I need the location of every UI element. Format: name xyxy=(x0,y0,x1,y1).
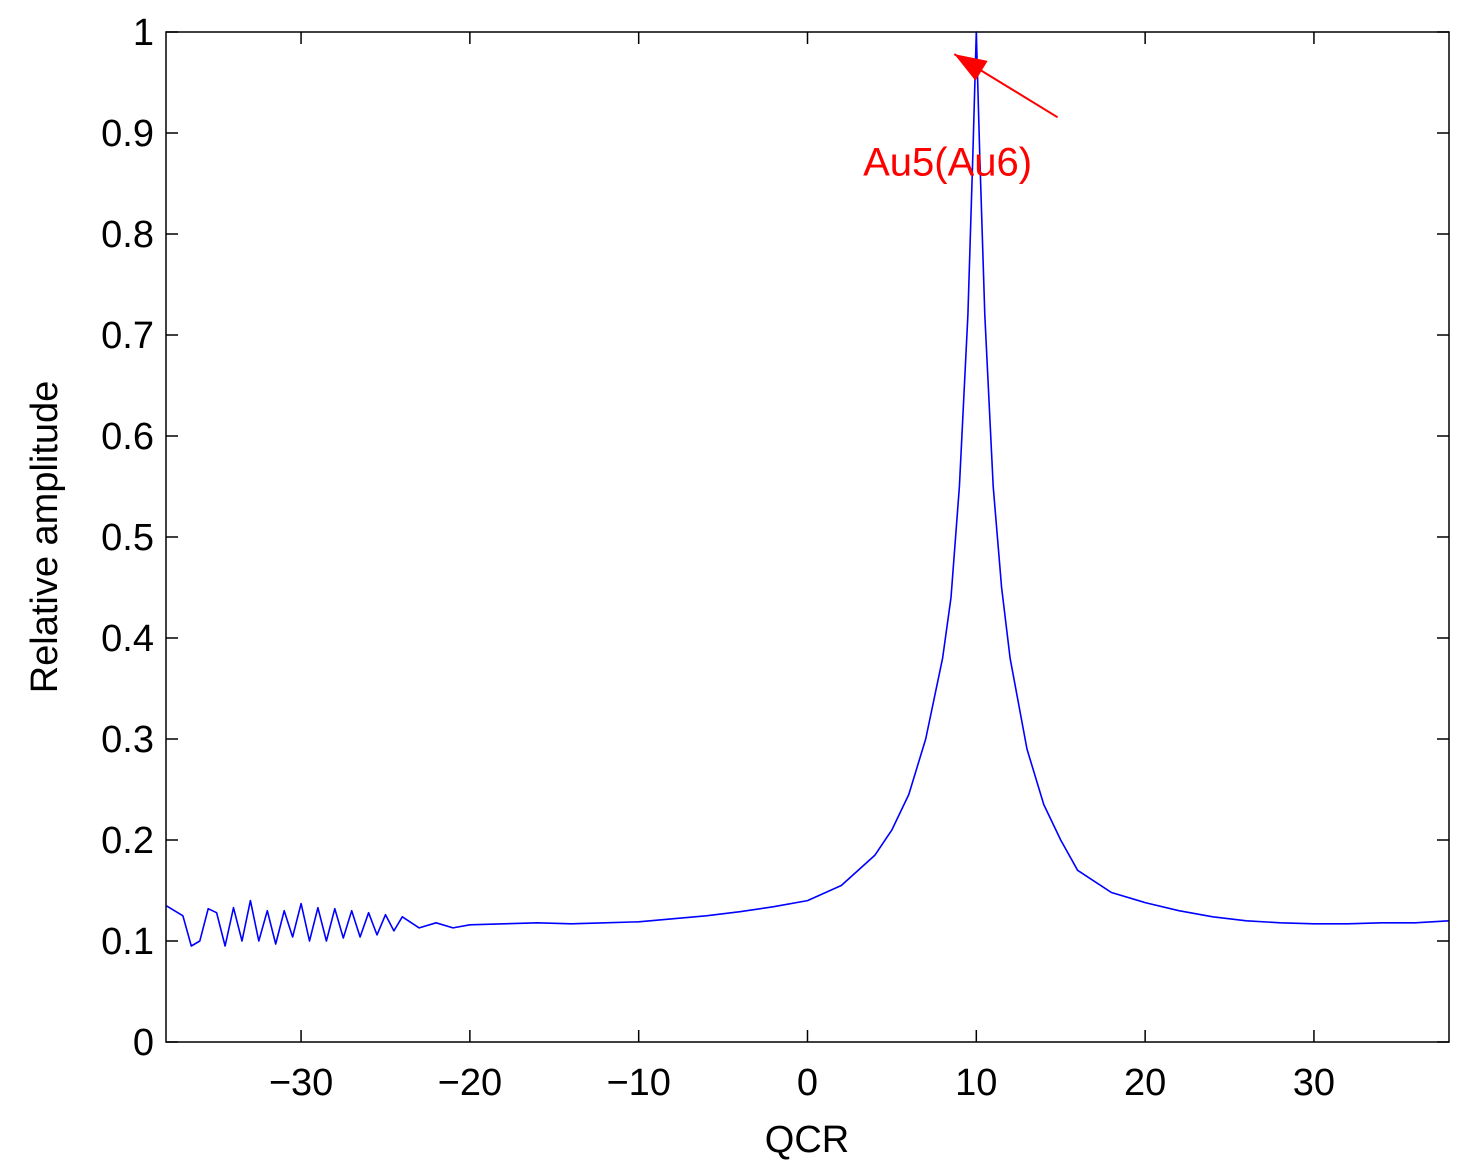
y-tick-label: 0.7 xyxy=(101,315,154,357)
annotations-layer: Au5(Au6) xyxy=(863,53,1059,184)
y-tick-label: 0.3 xyxy=(101,719,154,761)
y-tick-label: 0.8 xyxy=(101,214,154,256)
y-tick-label: 0.1 xyxy=(101,921,154,963)
annotation-arrow-head xyxy=(954,54,988,81)
x-tick-label: 0 xyxy=(797,1062,818,1104)
series-layer xyxy=(165,31,1450,947)
x-tick-label: 30 xyxy=(1293,1062,1335,1104)
x-tick-labels: −30 −20 −10 0 10 20 30 xyxy=(269,1062,1335,1104)
y-tick-label: 0.6 xyxy=(101,416,154,458)
y-tick-label: 0.9 xyxy=(101,113,154,155)
y-tick-label: 1 xyxy=(133,12,154,54)
x-tick-label: −20 xyxy=(438,1062,502,1104)
x-tick-label: 10 xyxy=(955,1062,997,1104)
y-tick-labels: 0 0.1 0.2 0.3 0.4 0.5 0.6 0.7 0.8 0.9 1 xyxy=(101,12,154,1064)
x-tick-label: −30 xyxy=(269,1062,333,1104)
x-tick-label: −10 xyxy=(606,1062,670,1104)
y-tick-label: 0.5 xyxy=(101,517,154,559)
axis-ticks xyxy=(166,31,1449,1043)
y-tick-label: 0.2 xyxy=(101,820,154,862)
y-tick-label: 0 xyxy=(133,1022,154,1064)
annotation-label: Au5(Au6) xyxy=(863,140,1032,184)
plot-area xyxy=(166,32,1449,1042)
y-axis-label: Relative amplitude xyxy=(24,381,66,694)
series-line xyxy=(165,31,1450,947)
y-tick-label: 0.4 xyxy=(101,618,154,660)
x-axis-label: QCR xyxy=(765,1119,849,1161)
axes-box xyxy=(165,31,1450,1043)
x-tick-label: 20 xyxy=(1124,1062,1166,1104)
